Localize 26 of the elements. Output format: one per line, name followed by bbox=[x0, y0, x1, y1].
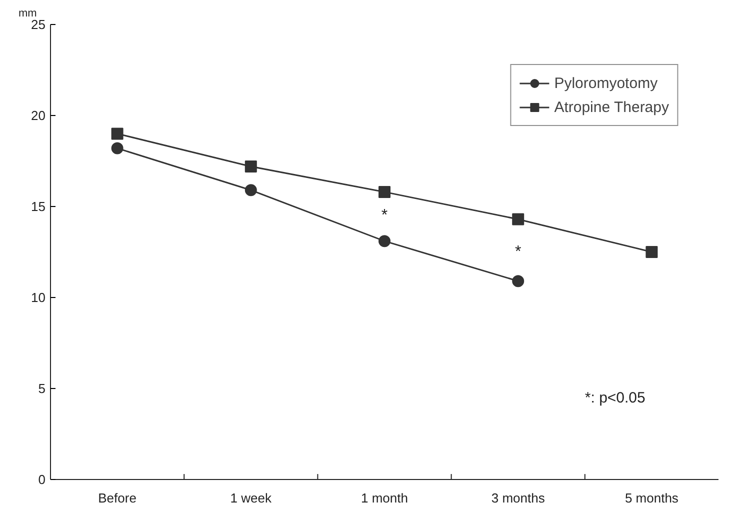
x-tick-label: 1 week bbox=[230, 490, 272, 506]
y-tick-label: 15 bbox=[31, 199, 46, 214]
point bbox=[646, 246, 658, 258]
x-tick-label: 1 month bbox=[361, 490, 408, 506]
x-tick-label: 5 months bbox=[624, 490, 679, 506]
point bbox=[512, 275, 524, 288]
point bbox=[378, 186, 390, 198]
y-tick-label: 25 bbox=[31, 17, 46, 32]
legend-label: Pyloromyotomy bbox=[554, 74, 658, 92]
x-tick-label: Before bbox=[98, 490, 136, 506]
y-tick-label: 20 bbox=[31, 108, 46, 123]
annotation: * bbox=[381, 207, 388, 224]
point bbox=[512, 213, 524, 226]
point bbox=[244, 160, 257, 172]
y-axis-title: mm bbox=[18, 8, 37, 20]
x-tick-label: 3 months bbox=[491, 490, 546, 506]
annotation: * bbox=[514, 244, 522, 260]
point bbox=[111, 128, 124, 140]
annotation: *: p<0.05 bbox=[584, 390, 646, 407]
y-tick-label: 5 bbox=[38, 381, 46, 396]
y-tick-label: 10 bbox=[31, 290, 46, 305]
point bbox=[378, 235, 390, 248]
point bbox=[111, 142, 124, 154]
legend-label: Atropine Therapy bbox=[554, 98, 669, 116]
point bbox=[244, 184, 257, 196]
y-tick-label: 0 bbox=[38, 472, 46, 487]
